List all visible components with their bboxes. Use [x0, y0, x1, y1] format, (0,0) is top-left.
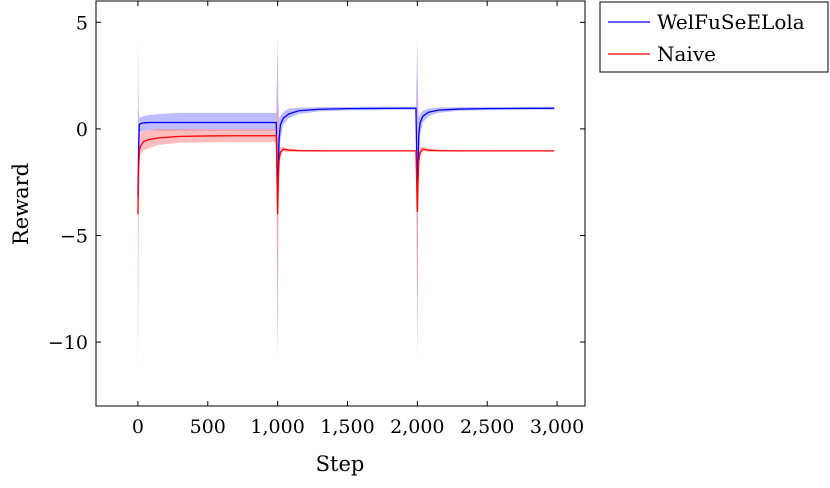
- x-tick-label: 0: [132, 416, 144, 438]
- legend: WelFuSeELola Naive: [599, 1, 829, 73]
- confidence-bands: [137, 35, 555, 375]
- y-axis-title: Reward: [9, 163, 33, 245]
- line-naive: [137, 135, 555, 215]
- band-welfuseelola: [137, 35, 555, 375]
- x-axis-title: Step: [316, 452, 365, 476]
- series-lines: [137, 107, 555, 215]
- legend-box: [599, 1, 829, 73]
- legend-label-welfuseelola: WelFuSeELola: [657, 10, 805, 34]
- x-tick-label: 2,500: [460, 416, 514, 438]
- x-tick-label: 2,000: [390, 416, 444, 438]
- y-tick-label: 0: [76, 119, 88, 141]
- x-tick-label: 1,500: [320, 416, 374, 438]
- x-tick-label: 1,000: [250, 416, 304, 438]
- line-welfuseelola: [137, 107, 555, 198]
- plot-frame: [95, 0, 586, 407]
- legend-label-naive: Naive: [657, 42, 716, 66]
- y-tick-label: −5: [60, 225, 88, 247]
- y-tick-label: 5: [76, 12, 88, 34]
- x-axis: 0 500 1,000 1,500 2,000 2,500 3,000: [132, 1, 584, 438]
- x-tick-label: 500: [190, 416, 226, 438]
- y-axis: −10 −5 0 5: [48, 12, 585, 354]
- y-tick-label: −10: [48, 332, 88, 354]
- x-tick-label: 3,000: [530, 416, 584, 438]
